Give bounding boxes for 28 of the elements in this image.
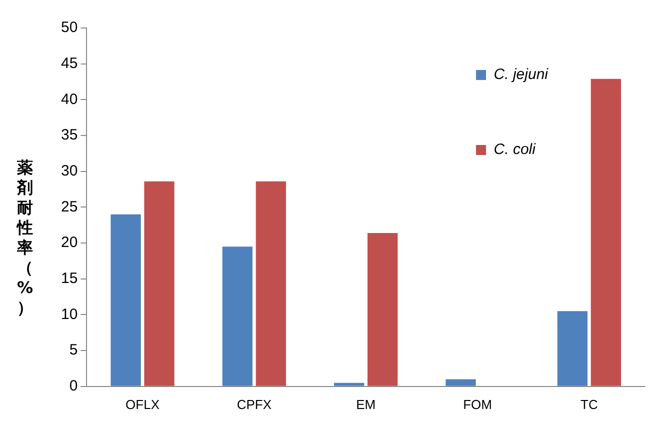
bar xyxy=(110,214,141,386)
x-tick-label: TC xyxy=(580,396,598,412)
bar xyxy=(334,382,364,386)
legend-label: C. jejuni xyxy=(494,66,548,83)
y-tick-label: 40 xyxy=(60,90,78,108)
bar xyxy=(446,379,476,386)
bar xyxy=(368,233,398,386)
x-tick-label: OFLX xyxy=(126,396,160,412)
bar xyxy=(590,78,621,386)
y-tick-label: 30 xyxy=(60,162,78,180)
y-tick-label: 0 xyxy=(69,378,78,395)
y-tick-label: 35 xyxy=(60,126,78,144)
bar xyxy=(222,246,253,386)
legend-label: C. coli xyxy=(494,141,536,158)
y-axis-title: 薬剤耐性率（%） xyxy=(15,158,34,318)
bar xyxy=(557,311,588,386)
x-tick-label: FOM xyxy=(463,396,492,412)
bar xyxy=(144,181,174,386)
y-tick-label: 25 xyxy=(60,198,78,216)
y-tick-label: 20 xyxy=(60,234,78,252)
bar xyxy=(256,181,286,386)
y-tick-label: 10 xyxy=(60,306,78,323)
y-tick-label: 45 xyxy=(60,54,78,72)
x-tick-label: EM xyxy=(356,396,376,412)
x-tick-label: CPFX xyxy=(236,396,272,412)
y-tick-label: 50 xyxy=(60,19,78,36)
y-tick-label: 15 xyxy=(60,270,78,288)
y-tick-label: 5 xyxy=(69,342,78,359)
